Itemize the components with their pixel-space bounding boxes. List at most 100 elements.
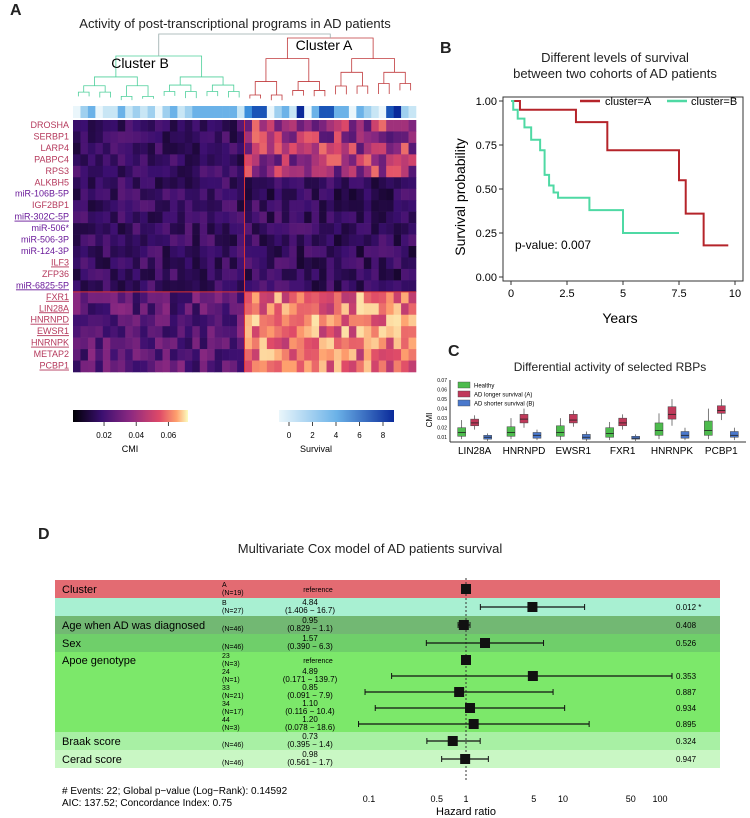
heatmap-cell (73, 349, 81, 361)
heatmap-cell (184, 165, 193, 178)
heatmap-cell (102, 131, 111, 144)
heatmap-cell (348, 257, 357, 270)
panel-d-title: Multivariate Cox model of AD patients su… (237, 541, 503, 556)
survival-strip-cell (363, 106, 372, 118)
heatmap-cell (102, 326, 111, 338)
heatmap-cell (244, 177, 253, 190)
heatmap-cell (229, 314, 238, 327)
heatmap-cell (125, 131, 133, 144)
heatmap-cell (393, 268, 402, 281)
heatmap-cell (169, 120, 178, 132)
heatmap-cell (341, 142, 350, 155)
heatmap-cell (348, 349, 357, 361)
heatmap-cell (117, 120, 126, 132)
heatmap-cell (333, 360, 342, 373)
heatmap-cell (341, 200, 350, 212)
heatmap-cell (73, 360, 81, 373)
heatmap-cell (251, 165, 260, 178)
heatmap-cell (155, 165, 163, 178)
heatmap-cell (371, 131, 380, 144)
heatmap-cell (371, 326, 380, 338)
heatmap-cell (348, 142, 357, 155)
forest-estimate-marker (480, 638, 491, 648)
km-pvalue: p-value: 0.007 (515, 238, 591, 252)
heatmap-cell (251, 314, 260, 327)
heatmap-cell (177, 268, 186, 281)
dendrogram-root (158, 33, 331, 56)
km-ytick-label: 0.00 (476, 272, 497, 284)
km-xtick-label: 0 (508, 288, 514, 300)
heatmap-cell (371, 337, 380, 350)
heatmap-cell (333, 131, 342, 144)
heatmap-cell (87, 280, 96, 293)
heatmap-cell (140, 326, 148, 338)
heatmap-cell (393, 142, 402, 155)
heatmap-cell (296, 165, 305, 178)
heatmap-cell (408, 280, 417, 293)
heatmap-cell (80, 234, 89, 247)
heatmap-cell (199, 257, 208, 270)
heatmap-cell (184, 188, 193, 201)
heatmap-cell (408, 257, 417, 270)
heatmap-cell (117, 280, 126, 293)
heatmap-cell (266, 154, 275, 167)
forest-n-label: (N=1) (222, 677, 240, 684)
heatmap-cell (155, 188, 163, 201)
survival-strip-cell (348, 106, 357, 118)
heatmap-cell (289, 120, 297, 132)
heatmap-cell (244, 268, 253, 281)
heatmap-cell (199, 211, 208, 224)
km-ytick-label: 0.50 (476, 184, 497, 196)
heatmap-cell (73, 246, 81, 258)
heatmap-cell (341, 268, 350, 281)
heatmap-cell (192, 120, 201, 132)
cluster-a-dendrogram-branch (270, 94, 283, 101)
heatmap-cell (207, 326, 215, 338)
heatmap-cell (177, 303, 186, 316)
heatmap-cell (132, 280, 141, 293)
heatmap-cell (132, 326, 141, 338)
survival-strip-cell (378, 106, 387, 118)
forest-estimate-marker (468, 719, 479, 729)
heatmap-cell (80, 246, 89, 258)
heatmap-cell (378, 246, 387, 258)
heatmap-cell (184, 120, 193, 132)
heatmap-cell (296, 131, 305, 144)
box-legend-label: AD shorter survival (B) (474, 402, 534, 408)
heatmap-cell (110, 303, 119, 316)
heatmap-cell (125, 326, 133, 338)
heatmap-cell (356, 268, 365, 281)
forest-estimate-marker (454, 687, 465, 697)
heatmap-cell (110, 188, 119, 201)
forest-xtick-label: 1 (463, 794, 468, 804)
heatmap-cell (393, 223, 402, 235)
heatmap-cell (259, 337, 268, 350)
survival-strip-cell (147, 106, 156, 118)
heatmap-cell (408, 337, 417, 350)
heatmap-cell (356, 165, 365, 178)
heatmap-cell (237, 131, 245, 144)
heatmap-cell (274, 291, 283, 304)
forest-xtick-label: 0.1 (363, 794, 376, 804)
heatmap-cell (266, 177, 275, 190)
heatmap-cell (184, 314, 193, 327)
heatmap-cell (125, 337, 133, 350)
heatmap-cell (408, 303, 417, 316)
heatmap-cell (363, 200, 372, 212)
gene-label: IGF2BP1 (32, 200, 69, 210)
heatmap-cell (95, 177, 104, 190)
heatmap-cell (73, 200, 81, 212)
forest-pvalue: 0.353 (676, 672, 697, 681)
heatmap-cell (371, 246, 380, 258)
heatmap-cell (192, 268, 201, 281)
heatmap-cell (87, 303, 96, 316)
forest-pvalue: 0.324 (676, 737, 697, 746)
heatmap-cell (95, 326, 104, 338)
cluster-a-dendrogram-branch (351, 58, 395, 73)
gene-label: RPS3 (45, 166, 69, 176)
survival-strip-cell (199, 106, 208, 118)
heatmap-cell (162, 314, 171, 327)
heatmap-cell (281, 303, 290, 316)
survival-strip-cell (95, 106, 104, 118)
heatmap-cell (326, 326, 335, 338)
